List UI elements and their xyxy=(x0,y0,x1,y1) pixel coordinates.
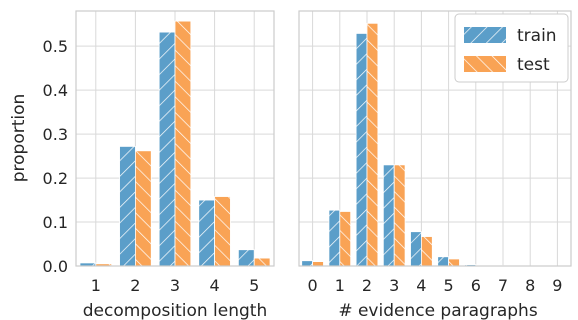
bar-train-hatch xyxy=(410,231,422,267)
x-tick-label: 4 xyxy=(416,276,426,295)
bar-test-hatch xyxy=(393,164,406,267)
bar-train-hatch xyxy=(158,31,176,267)
x-axis-label: # evidence paragraphs xyxy=(338,301,538,320)
bar-test-hatch xyxy=(366,22,379,267)
y-axis-label: proportion xyxy=(9,94,29,183)
bar-test-hatch xyxy=(214,196,231,267)
bar-train-hatch xyxy=(237,249,255,267)
x-tick-label: 5 xyxy=(249,276,259,295)
y-tick-label: 0.5 xyxy=(43,37,68,56)
bar-test-hatch xyxy=(174,20,192,267)
axes-frame xyxy=(75,10,275,267)
bar-test-hatch xyxy=(134,150,152,267)
y-tick-label: 0.1 xyxy=(43,213,68,232)
x-tick-label: 6 xyxy=(471,276,481,295)
bar-train-hatch xyxy=(437,256,450,267)
bar-test-hatch xyxy=(420,236,433,267)
bar-test-hatch xyxy=(253,257,271,267)
bars xyxy=(79,20,271,267)
legend-label-train: train xyxy=(517,26,557,46)
x-axis-label: decomposition length xyxy=(83,301,268,320)
axes-border xyxy=(298,10,572,267)
bar-train-hatch xyxy=(301,260,314,267)
x-tick-label: 8 xyxy=(525,276,535,295)
x-tick-label: 2 xyxy=(362,276,372,295)
x-tick-label: 4 xyxy=(210,276,220,295)
axes-border xyxy=(75,10,275,267)
x-tick-label: 1 xyxy=(91,276,101,295)
y-tick-label: 0.3 xyxy=(43,125,68,144)
y-tick-label: 0.2 xyxy=(43,169,68,188)
bar-train-hatch xyxy=(328,209,341,267)
bar-train-hatch xyxy=(382,164,395,267)
y-tick-labels: 0.0 0.1 0.2 0.3 0.4 0.5 xyxy=(43,37,68,276)
bar-test-hatch xyxy=(448,258,460,267)
legend-swatch-test-hatch xyxy=(464,56,506,72)
x-tick-label: 5 xyxy=(444,276,454,295)
x-tick-label: 2 xyxy=(130,276,140,295)
x-tick-label: 3 xyxy=(170,276,180,295)
panel-decomposition-length: 0.0 0.1 0.2 0.3 0.4 0.5 1 2 3 4 5 decomposition l… xyxy=(9,10,275,320)
x-tick-label: 7 xyxy=(498,276,508,295)
x-tick-labels: 1 2 3 4 5 xyxy=(91,276,260,295)
x-tick-label: 9 xyxy=(552,276,562,295)
bars xyxy=(301,22,504,267)
axes-frame xyxy=(298,10,572,267)
legend-label-test: test xyxy=(517,55,550,75)
x-tick-label: 1 xyxy=(335,276,345,295)
bar-train-hatch xyxy=(198,199,215,267)
bar-train-hatch xyxy=(119,146,136,267)
x-tick-label: 0 xyxy=(308,276,318,295)
legend: train test xyxy=(454,13,569,83)
bar-test-hatch xyxy=(312,261,324,267)
y-tick-label: 0.0 xyxy=(43,257,68,276)
legend-swatch-train-hatch xyxy=(464,27,506,43)
bar-test-hatch xyxy=(339,211,352,267)
x-tick-label: 3 xyxy=(389,276,399,295)
y-tick-label: 0.4 xyxy=(43,81,68,100)
bar-train-hatch xyxy=(355,33,368,267)
